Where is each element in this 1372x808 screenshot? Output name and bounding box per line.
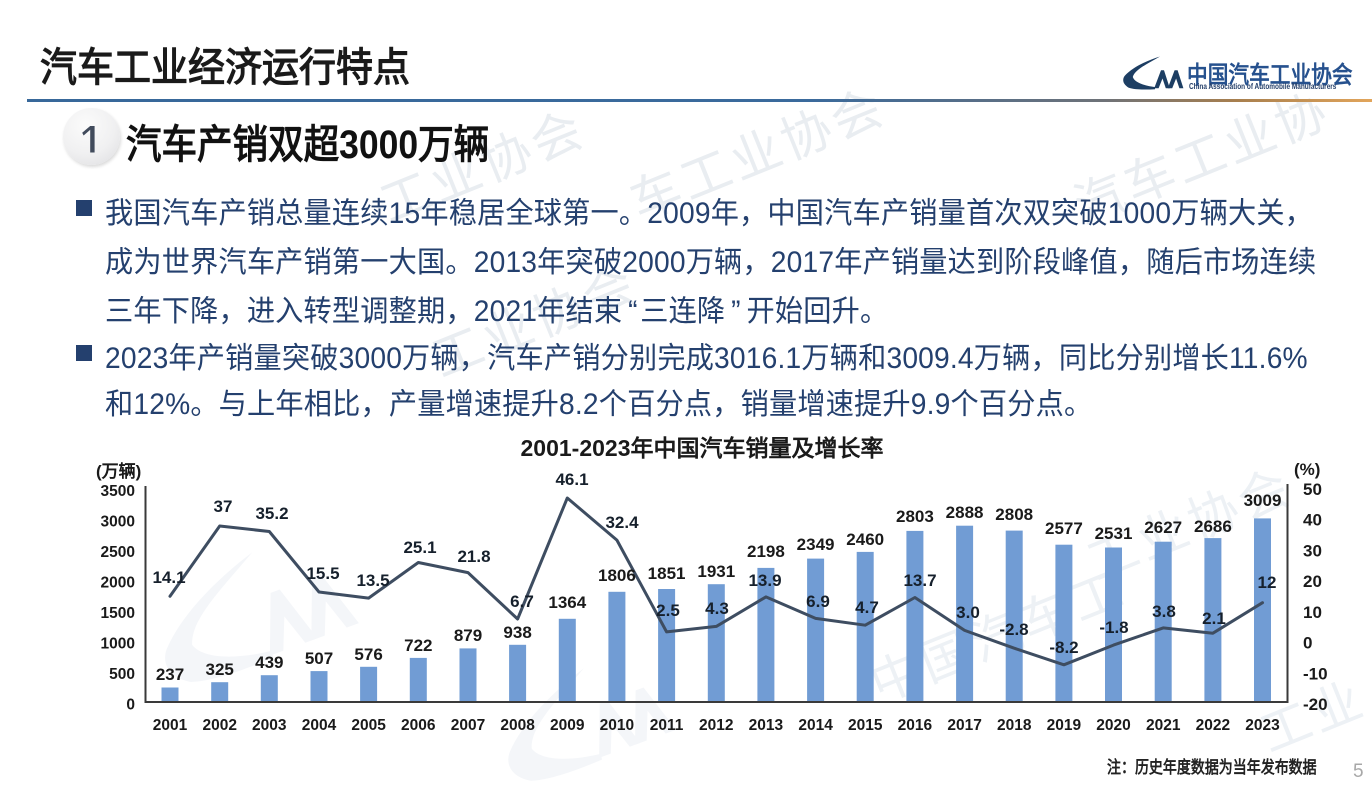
svg-text:1806: 1806 (598, 566, 636, 585)
svg-text:25.1: 25.1 (403, 538, 436, 557)
svg-text:2803: 2803 (896, 507, 934, 526)
svg-text:4.7: 4.7 (855, 598, 879, 617)
svg-text:2020: 2020 (1096, 717, 1130, 734)
svg-text:938: 938 (503, 623, 531, 642)
svg-text:2349: 2349 (797, 535, 835, 554)
svg-text:-2.8: -2.8 (999, 620, 1028, 639)
svg-text:2019: 2019 (1047, 717, 1082, 734)
svg-text:-8.2: -8.2 (1049, 638, 1078, 657)
svg-text:2007: 2007 (451, 717, 485, 734)
svg-text:2000: 2000 (101, 575, 135, 592)
svg-text:237: 237 (156, 665, 184, 684)
svg-text:14.1: 14.1 (152, 568, 185, 587)
svg-text:(万辆): (万辆) (96, 461, 141, 481)
svg-text:-10: -10 (1303, 664, 1328, 683)
svg-text:2009: 2009 (550, 717, 585, 734)
svg-text:325: 325 (206, 660, 234, 679)
svg-text:2808: 2808 (995, 505, 1033, 524)
svg-text:2023: 2023 (1245, 717, 1280, 734)
svg-text:2008: 2008 (500, 717, 535, 734)
svg-text:2010: 2010 (600, 717, 634, 734)
svg-text:6.7: 6.7 (510, 592, 534, 611)
svg-text:879: 879 (454, 626, 482, 645)
svg-text:20: 20 (1303, 572, 1322, 591)
svg-text:-1.8: -1.8 (1099, 618, 1128, 637)
svg-text:30: 30 (1303, 541, 1322, 560)
svg-text:2021: 2021 (1146, 717, 1181, 734)
svg-text:2.5: 2.5 (656, 601, 680, 620)
svg-text:2627: 2627 (1144, 518, 1182, 537)
svg-text:2531: 2531 (1095, 524, 1133, 543)
svg-text:13.5: 13.5 (356, 571, 389, 590)
svg-text:2018: 2018 (997, 717, 1032, 734)
svg-text:-20: -20 (1303, 695, 1328, 714)
svg-text:(%): (%) (1294, 460, 1320, 479)
svg-text:40: 40 (1303, 511, 1322, 530)
svg-text:10: 10 (1303, 603, 1322, 622)
svg-text:2577: 2577 (1045, 519, 1083, 538)
svg-text:2.1: 2.1 (1202, 609, 1226, 628)
svg-text:2500: 2500 (101, 544, 135, 561)
svg-text:13.9: 13.9 (748, 571, 781, 590)
svg-text:439: 439 (255, 653, 283, 672)
svg-text:1500: 1500 (101, 605, 135, 622)
svg-text:6.9: 6.9 (806, 592, 830, 611)
svg-text:2002: 2002 (202, 717, 236, 734)
svg-text:0: 0 (126, 697, 135, 714)
svg-text:0: 0 (1303, 634, 1312, 653)
svg-text:2888: 2888 (946, 503, 984, 522)
svg-text:1931: 1931 (697, 562, 735, 581)
svg-text:2022: 2022 (1196, 717, 1230, 734)
svg-text:15.5: 15.5 (306, 564, 339, 583)
svg-text:2012: 2012 (699, 717, 733, 734)
svg-text:4.3: 4.3 (705, 599, 729, 618)
svg-text:2198: 2198 (747, 542, 785, 561)
svg-text:576: 576 (354, 645, 382, 664)
svg-text:2004: 2004 (302, 717, 337, 734)
svg-text:2011: 2011 (650, 717, 684, 734)
svg-text:46.1: 46.1 (555, 470, 588, 489)
svg-text:50: 50 (1303, 480, 1322, 499)
svg-text:507: 507 (305, 649, 333, 668)
svg-text:2001: 2001 (153, 717, 188, 734)
svg-text:1851: 1851 (648, 564, 686, 583)
svg-text:2017: 2017 (947, 717, 981, 734)
svg-text:2003: 2003 (252, 717, 287, 734)
svg-text:2460: 2460 (846, 530, 884, 549)
svg-text:3009: 3009 (1244, 491, 1282, 510)
svg-text:2016: 2016 (898, 717, 933, 734)
svg-text:35.2: 35.2 (255, 504, 288, 523)
svg-text:1000: 1000 (101, 636, 135, 653)
svg-text:3.0: 3.0 (956, 603, 980, 622)
svg-text:21.8: 21.8 (457, 547, 490, 566)
svg-text:2006: 2006 (401, 717, 436, 734)
svg-text:2015: 2015 (848, 717, 883, 734)
svg-text:500: 500 (109, 666, 135, 683)
svg-text:3500: 3500 (101, 483, 135, 500)
svg-text:13.7: 13.7 (903, 571, 936, 590)
svg-text:12: 12 (1258, 573, 1277, 592)
svg-text:1364: 1364 (548, 593, 586, 612)
svg-text:2013: 2013 (749, 717, 784, 734)
svg-text:37: 37 (214, 497, 233, 516)
svg-text:3000: 3000 (101, 514, 135, 531)
svg-text:2005: 2005 (351, 717, 386, 734)
svg-text:2001-2023年中国汽车销量及增长率: 2001-2023年中国汽车销量及增长率 (521, 435, 884, 461)
svg-text:3.8: 3.8 (1152, 602, 1176, 621)
svg-text:722: 722 (404, 636, 432, 655)
svg-text:32.4: 32.4 (605, 513, 639, 532)
svg-text:2686: 2686 (1194, 517, 1232, 536)
svg-text:2014: 2014 (798, 717, 833, 734)
